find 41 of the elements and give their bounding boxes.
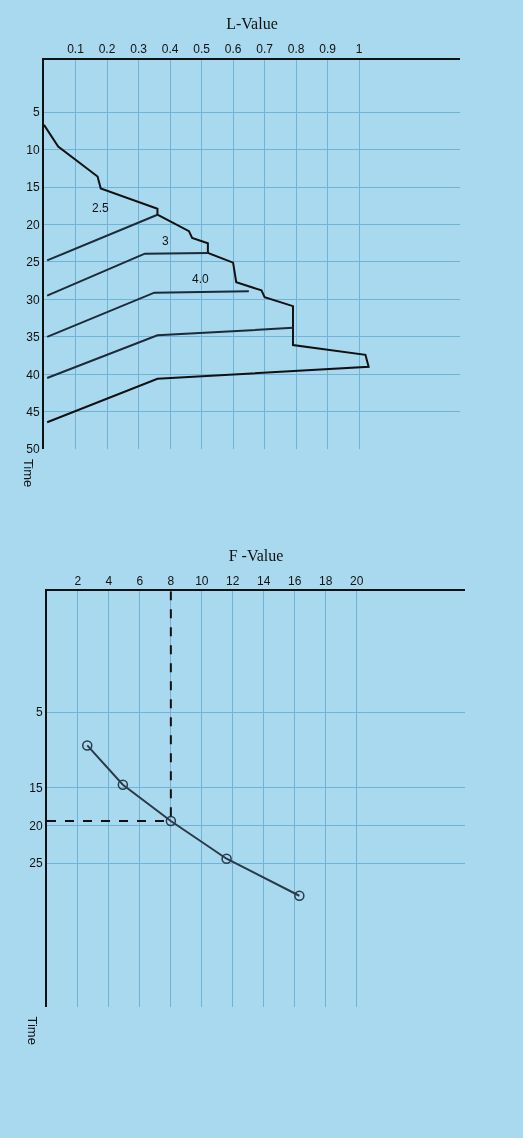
x-tick-label: 0.1	[67, 41, 85, 56]
x-tick-label: 16	[288, 573, 302, 588]
x-axis-title: L-Value	[226, 15, 278, 33]
y-tick-label: 20	[26, 217, 40, 232]
x-tick-label: 0.2	[98, 41, 116, 56]
annotation: 4.0	[192, 272, 210, 286]
y-tick-label: 50	[26, 442, 40, 457]
x-tick-label: 18	[318, 573, 333, 588]
annotation: 2.5	[92, 201, 110, 215]
x-tick-label: 12	[226, 573, 240, 588]
x-tick-label: 0.8	[287, 41, 305, 56]
x-axis-title: F -Value	[228, 546, 284, 564]
x-tick-label: 0.9	[319, 41, 337, 56]
y-tick-label: 25	[29, 856, 43, 871]
x-tick-label: 8	[167, 573, 175, 588]
x-tick-label: 0.5	[193, 41, 211, 56]
x-tick-label: 4	[105, 573, 113, 588]
y-tick-label: 20	[29, 818, 43, 833]
x-tick-label: 0.3	[130, 41, 148, 56]
y-tick-label: 45	[26, 404, 40, 419]
x-tick-label: 0.6	[224, 41, 242, 56]
x-tick-label: 20	[349, 573, 364, 588]
y-axis-title: Time	[21, 458, 37, 488]
x-tick-label: 1	[355, 41, 363, 56]
y-tick-label: 40	[26, 367, 40, 382]
x-tick-label: 0.4	[161, 41, 179, 56]
y-tick-label: 15	[26, 180, 40, 195]
y-tick-label: 35	[26, 330, 40, 345]
x-tick-label: 10	[195, 573, 209, 588]
x-tick-label: 0.7	[256, 41, 274, 56]
x-tick-label: 14	[257, 573, 271, 588]
y-tick-label: 10	[26, 142, 40, 157]
x-tick-label: 2	[74, 573, 82, 588]
y-tick-label: 25	[26, 255, 40, 270]
y-axis-title: Time	[24, 1016, 40, 1045]
x-tick-label: 6	[136, 573, 144, 588]
y-tick-label: 5	[32, 105, 40, 120]
y-tick-label: 30	[26, 292, 40, 307]
y-tick-label: 5	[35, 705, 43, 720]
y-tick-label: 15	[29, 780, 43, 795]
annotation: 3	[162, 234, 169, 248]
